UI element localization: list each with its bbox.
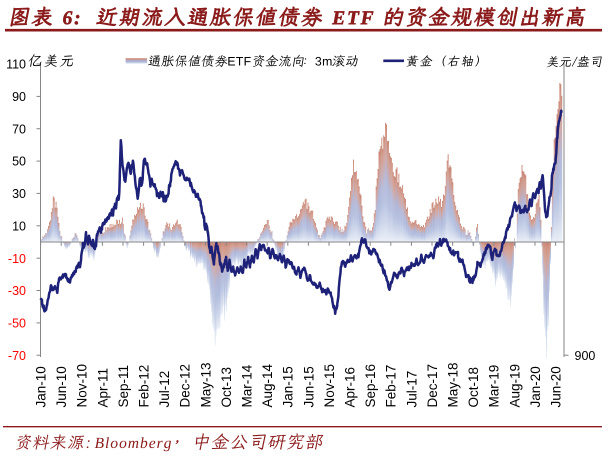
svg-text:Nov-15: Nov-15 (322, 364, 337, 408)
svg-text:-10: -10 (8, 252, 26, 266)
svg-text:Jan-10: Jan-10 (34, 366, 49, 407)
svg-text:Feb-17: Feb-17 (384, 365, 399, 408)
svg-text:Oct-13: Oct-13 (219, 367, 234, 408)
svg-text:Jan-15: Jan-15 (281, 366, 296, 407)
svg-text:110: 110 (6, 58, 26, 72)
svg-text:70: 70 (12, 122, 26, 136)
svg-text:-30: -30 (8, 284, 26, 298)
svg-text:Mar-19: Mar-19 (487, 365, 502, 408)
svg-text:Jun-15: Jun-15 (301, 366, 316, 407)
svg-text:90: 90 (12, 90, 26, 104)
svg-text:Jun-10: Jun-10 (54, 366, 69, 407)
svg-text:30: 30 (12, 187, 26, 201)
svg-text:Jul-12: Jul-12 (157, 371, 172, 408)
svg-text:Nov-10: Nov-10 (75, 364, 90, 408)
svg-text:Aug-19: Aug-19 (507, 364, 522, 408)
svg-text:Dec-17: Dec-17 (425, 364, 440, 408)
svg-text:Jun-20: Jun-20 (549, 366, 564, 407)
svg-text:Jul-17: Jul-17 (404, 371, 419, 408)
svg-text:Mar-14: Mar-14 (240, 364, 255, 407)
svg-text:-70: -70 (8, 349, 26, 363)
svg-text:Dec-12: Dec-12 (178, 364, 193, 408)
svg-text:Sep-16: Sep-16 (363, 364, 378, 408)
svg-text:Feb-12: Feb-12 (137, 365, 152, 408)
svg-text:May-13: May-13 (198, 362, 213, 407)
svg-text:10: 10 (12, 219, 26, 233)
svg-text:Apr-16: Apr-16 (343, 367, 358, 408)
svg-text:Jan-20: Jan-20 (528, 366, 543, 407)
svg-text:Apr-11: Apr-11 (95, 368, 110, 408)
svg-text:50: 50 (12, 155, 26, 169)
svg-text:May-18: May-18 (446, 362, 461, 407)
svg-text:Sep-11: Sep-11 (116, 365, 131, 408)
svg-text:Aug-14: Aug-14 (260, 363, 275, 407)
svg-text:Oct-18: Oct-18 (466, 367, 481, 408)
svg-text:-50: -50 (8, 317, 26, 331)
svg-text:900: 900 (575, 349, 596, 363)
